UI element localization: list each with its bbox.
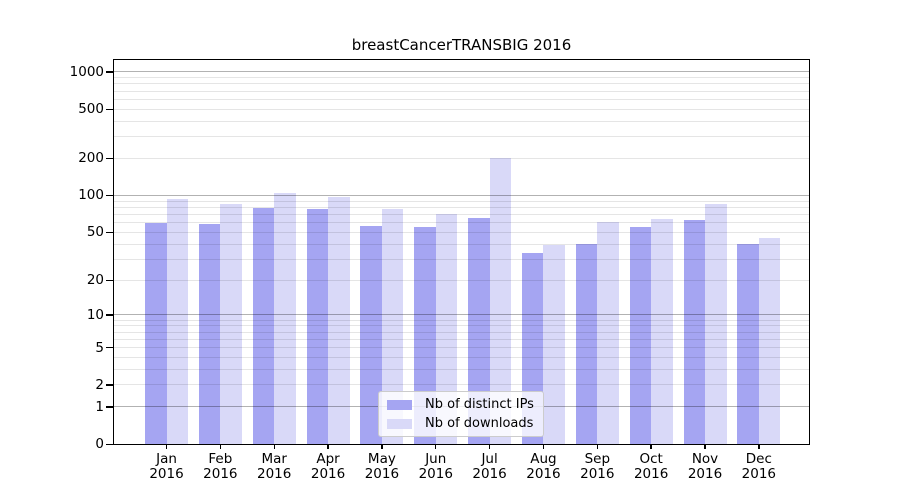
legend-swatch-distinct-ips [387,399,412,410]
x-tick-label-sep: Sep 2016 [580,451,615,482]
y-tick-label-10: 10 [86,306,104,323]
gridline-minor [114,108,809,110]
legend-label-distinct-ips: Nb of distinct IPs [425,397,534,412]
bar-downloads-dec [758,237,781,444]
x-tick-mark [327,444,329,449]
x-tick-label-jun: Jun 2016 [418,451,453,482]
bar-distinct-ips-jun [414,227,436,444]
gridline-minor [114,120,809,122]
x-tick-label-apr: Apr 2016 [310,451,346,482]
legend-item-distinct-ips: Nb of distinct IPs [387,397,543,413]
bar-distinct-ips-may [360,226,382,444]
y-tick-mark [106,279,113,281]
x-tick-mark [704,444,706,449]
bar-downloads-jun [435,214,458,444]
bar-downloads-nov [705,204,727,444]
y-tick-label-2: 2 [95,376,104,393]
y-tick-mark [106,157,113,160]
y-tick-mark [106,314,113,316]
bar-downloads-feb [220,204,242,444]
x-tick-label-nov: Nov 2016 [687,451,723,482]
gridline-minor [114,98,809,100]
legend: Nb of distinct IPs Nb of downloads [378,391,544,437]
x-tick-mark [381,444,383,449]
gridline-minor [114,200,809,202]
x-tick-label-dec: Dec 2016 [741,451,777,482]
y-tick-mark [106,406,113,408]
legend-swatch-downloads [387,418,412,429]
y-tick-label-5: 5 [95,339,104,356]
x-tick-label-jan: Jan 2016 [149,451,184,482]
plot-area [113,59,810,445]
x-tick-label-mar: Mar 2016 [257,451,292,482]
bar-downloads-jan [166,199,188,444]
y-tick-mark [106,71,113,73]
y-tick-mark [106,194,113,197]
y-tick-mark [106,443,113,445]
bar-distinct-ips-mar [252,208,275,444]
x-tick-label-may: May 2016 [364,451,400,482]
y-tick-mark [106,384,113,386]
x-tick-mark [650,444,652,449]
bar-downloads-aug [543,245,565,444]
bar-distinct-ips-feb [198,223,221,444]
chart-title: breastCancerTRANSBIG 2016 [351,36,572,54]
y-tick-label-100: 100 [78,187,104,204]
gridline-minor [114,136,809,138]
y-tick-label-500: 500 [78,101,104,118]
gridline-minor [114,157,809,159]
x-tick-label-feb: Feb 2016 [203,451,238,482]
x-tick-mark [758,444,760,449]
y-tick-label-200: 200 [78,150,104,167]
bar-distinct-ips-apr [306,209,329,444]
y-tick-label-50: 50 [86,224,104,241]
x-tick-mark [435,444,437,449]
y-tick-mark [106,347,113,349]
legend-label-downloads: Nb of downloads [425,416,534,431]
y-tick-label-20: 20 [86,272,104,289]
x-tick-mark [165,444,168,449]
y-tick-label-1: 1 [95,398,104,415]
x-tick-mark [542,444,545,449]
bar-downloads-jul [489,158,512,444]
y-tick-mark [106,231,113,234]
bar-downloads-sep [597,221,619,444]
gridline-minor [114,83,809,85]
x-tick-mark [488,444,491,449]
bar-downloads-may [381,208,404,444]
bar-distinct-ips-nov [683,220,705,444]
x-tick-label-aug: Aug 2016 [526,451,561,482]
y-tick-mark [106,108,113,111]
bar-distinct-ips-dec [737,244,759,444]
x-tick-mark [219,444,222,449]
bar-distinct-ips-oct [629,227,652,444]
bar-distinct-ips-jul [468,218,490,444]
bar-distinct-ips-jan [145,222,167,444]
x-tick-label-jul: Jul 2016 [472,451,507,482]
y-tick-label-1000: 1000 [69,63,104,80]
bar-downloads-mar [274,192,296,444]
x-tick-mark [273,444,275,449]
x-tick-mark [596,444,598,449]
gridline-minor [114,90,809,92]
gridline-minor [114,77,809,79]
bar-downloads-oct [651,219,673,444]
gridline-major [114,71,809,73]
gridline-major [114,194,809,196]
y-tick-label-0: 0 [95,436,104,452]
x-tick-label-oct: Oct 2016 [633,451,669,482]
legend-item-downloads: Nb of downloads [387,416,543,432]
bar-distinct-ips-sep [575,244,598,444]
bar-downloads-apr [328,197,350,444]
